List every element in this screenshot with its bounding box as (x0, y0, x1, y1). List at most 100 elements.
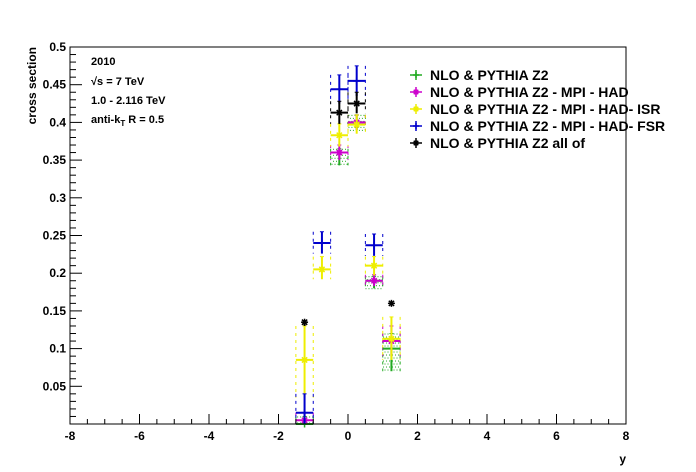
y-tick-label: 0.05 (43, 379, 67, 393)
info-box: 2010 √s = 7 TeV 1.0 - 2.116 TeV anti-kT … (91, 56, 166, 128)
y-tick-label: 0.2 (49, 266, 66, 280)
band-dot (363, 114, 365, 116)
x-tick-label: -6 (134, 429, 145, 443)
band-dot (357, 126, 359, 128)
marker-star (318, 265, 326, 273)
band-dot (340, 157, 342, 159)
band-dot (312, 422, 314, 424)
band-dot (368, 276, 370, 278)
band-dot (333, 154, 335, 156)
band-dot (387, 357, 389, 359)
band-dot (333, 160, 335, 162)
band-dot (387, 351, 389, 353)
band-dot (345, 154, 347, 156)
marker-star (335, 109, 343, 117)
band-dot (368, 282, 370, 284)
band-dot (393, 345, 395, 347)
marker-stroke (370, 262, 378, 269)
marker-plus (353, 77, 361, 85)
band-dot (387, 345, 389, 347)
marker-star (335, 131, 343, 139)
band-dot (396, 333, 398, 335)
band-dot (336, 154, 338, 156)
band-dot (361, 129, 363, 131)
band-dot (395, 354, 397, 356)
band-dot (384, 351, 386, 353)
band-dot (352, 129, 354, 131)
band-dot (306, 416, 308, 418)
band-dot (392, 354, 394, 356)
band-dot (343, 163, 345, 165)
band-dot (380, 282, 382, 284)
legend-label: NLO & PYTHIA Z2 - MPI - HAD (430, 84, 629, 100)
band-dot (378, 285, 380, 287)
band-dot (396, 339, 398, 341)
band-dot (377, 288, 379, 290)
band-dot (300, 422, 302, 424)
data-point (365, 274, 383, 287)
band-dot (365, 276, 367, 278)
band-dot (300, 416, 302, 418)
band-dot (386, 360, 388, 362)
band-dot (392, 366, 394, 368)
band-dot (345, 160, 347, 162)
band-dot (387, 333, 389, 335)
band-dot (386, 366, 388, 368)
marker-plus (318, 239, 326, 247)
band-dot (378, 279, 380, 281)
band-dot (340, 163, 342, 165)
band-dot (360, 114, 362, 116)
band-dot (383, 354, 385, 356)
data-point (330, 74, 348, 104)
data-point (301, 318, 309, 326)
band-dot (389, 366, 391, 368)
band-dot (371, 276, 373, 278)
band-dot (396, 351, 398, 353)
band-dot (352, 117, 354, 119)
marker-stroke (413, 89, 419, 95)
y-tick-label: 0.4 (49, 115, 66, 129)
data-point (382, 316, 401, 360)
band-dot (349, 129, 351, 131)
series (295, 65, 383, 424)
band-dot (386, 354, 388, 356)
legend-item: NLO & PYTHIA Z2 - MPI - HAD- FSR (410, 118, 665, 134)
marker-stroke (413, 106, 419, 112)
band-dot (393, 369, 395, 371)
series (301, 91, 395, 326)
band-dot (369, 285, 371, 287)
data-point (387, 299, 395, 307)
band-dot (337, 163, 339, 165)
x-tick-label: 6 (553, 429, 560, 443)
legend-item: NLO & PYTHIA Z2 - MPI - HAD (410, 84, 629, 100)
band-dot (368, 288, 370, 290)
band-dot (380, 288, 382, 290)
band-dot (396, 345, 398, 347)
info-energy: √s = 7 TeV (91, 76, 145, 88)
band-dot (366, 285, 368, 287)
marker-stroke (370, 277, 378, 284)
marker-plus (301, 409, 309, 417)
marker-stroke (353, 121, 360, 128)
band-dot (375, 285, 377, 287)
band-dot (351, 114, 353, 116)
band-dot (393, 363, 395, 365)
band-dot (398, 366, 400, 368)
marker-star (335, 149, 343, 157)
marker-stroke (336, 109, 343, 116)
y-tick-label: 0.25 (43, 229, 67, 243)
band-dot (383, 366, 385, 368)
info-algo-prefix: anti-k (91, 114, 121, 126)
band-dot (377, 276, 379, 278)
band-dot (331, 163, 333, 165)
marker-stroke (388, 335, 395, 342)
legend-label: NLO & PYTHIA Z2 - MPI - HAD- ISR (430, 101, 660, 117)
band-dot (365, 282, 367, 284)
band-dot (309, 422, 311, 424)
marker-star (370, 262, 378, 270)
legend-item: NLO & PYTHIA Z2 (410, 67, 549, 83)
x-tick-label: -8 (65, 429, 76, 443)
data-points (295, 65, 401, 428)
info-pt-range: 1.0 - 2.116 TeV (91, 95, 166, 107)
